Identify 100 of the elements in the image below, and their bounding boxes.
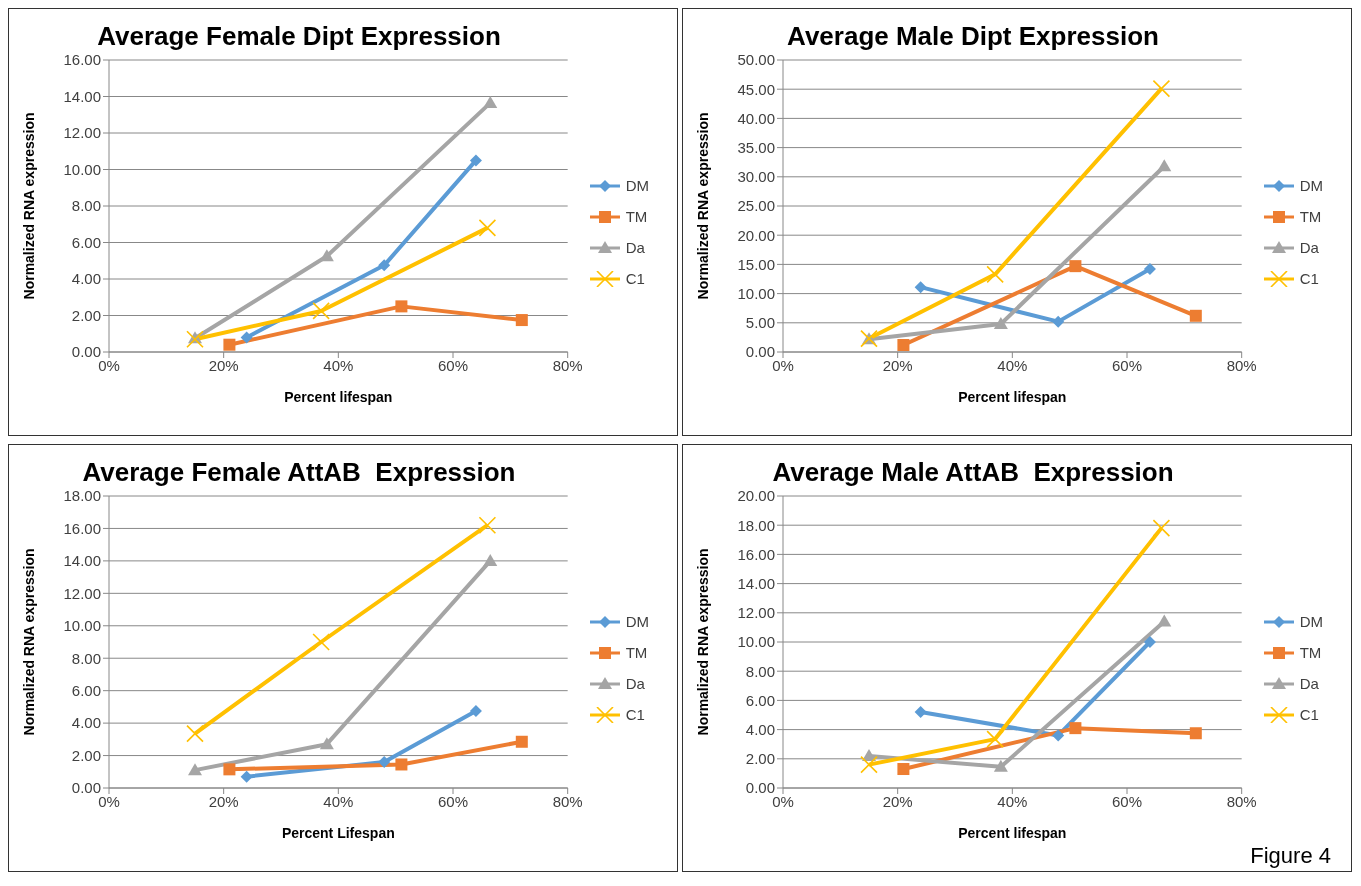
x-tick-label: 0% <box>98 356 120 374</box>
legend-label: Da <box>625 239 645 256</box>
y-tick-label: 4.00 <box>71 270 101 288</box>
point <box>1157 614 1172 627</box>
point <box>1143 263 1156 276</box>
y-tick-label: 12.00 <box>737 604 775 622</box>
point <box>395 758 408 771</box>
point <box>483 95 498 108</box>
y-tick-label: 12.00 <box>63 124 101 142</box>
y-tick-label: 0.00 <box>745 343 775 361</box>
y-tick-label: 40.00 <box>737 109 775 127</box>
legend-label: TM <box>625 644 648 661</box>
y-tick-label: 6.00 <box>71 233 101 251</box>
point <box>312 302 330 320</box>
x-axis-title: Percent lifespan <box>958 389 1067 405</box>
point <box>914 281 927 294</box>
y-tick-label: 6.00 <box>71 681 101 699</box>
legend-label: Da <box>1299 239 1319 256</box>
y-axis-title: Normalized RNA expression <box>694 112 711 300</box>
y-axis-title: Normalized RNA expression <box>20 112 37 300</box>
point <box>378 259 391 272</box>
point <box>1152 79 1171 98</box>
legend-label: C1 <box>625 706 645 723</box>
point <box>515 735 528 748</box>
point <box>1052 315 1065 328</box>
point <box>993 759 1008 772</box>
x-axis-title: Percent lifespan <box>958 825 1067 841</box>
y-tick-label: 16.00 <box>63 51 101 69</box>
y-tick-label: 50.00 <box>737 51 775 69</box>
legend-label: Da <box>625 675 645 692</box>
y-tick-label: 4.00 <box>745 720 775 738</box>
x-tick-label: 20% <box>208 356 239 374</box>
point <box>240 770 253 783</box>
caption: Figure 4 <box>1250 843 1331 869</box>
y-tick-label: 0.00 <box>71 779 101 797</box>
legend-label: TM <box>1299 208 1322 225</box>
x-tick-label: 40% <box>997 356 1028 374</box>
y-tick-label: 14.00 <box>63 87 101 105</box>
x-tick-label: 40% <box>323 792 354 810</box>
point <box>223 338 236 351</box>
point <box>1069 722 1082 735</box>
x-tick-label: 80% <box>1226 356 1257 374</box>
x-tick-label: 20% <box>882 792 913 810</box>
point <box>478 516 497 534</box>
y-tick-label: 2.00 <box>745 750 775 768</box>
chart-title: Average Female Dipt Expression <box>96 21 502 52</box>
legend-label: DM <box>1299 177 1323 194</box>
point <box>188 763 202 776</box>
x-tick-label: 80% <box>552 356 583 374</box>
point <box>897 763 910 776</box>
y-tick-label: 18.00 <box>63 487 101 505</box>
y-tick-label: 10.00 <box>737 633 775 651</box>
x-tick-label: 60% <box>437 792 469 810</box>
point <box>1152 519 1171 537</box>
y-tick-label: 5.00 <box>745 314 775 332</box>
x-tick-label: 20% <box>208 792 239 810</box>
x-tick-label: 0% <box>772 356 794 374</box>
point <box>1143 636 1156 648</box>
legend-label: DM <box>625 177 649 194</box>
x-tick-label: 60% <box>1111 792 1143 810</box>
y-tick-label: 14.00 <box>737 574 775 592</box>
legend-label: Da <box>1299 675 1319 692</box>
legend-label: DM <box>625 613 649 630</box>
y-axis-title: Normalized RNA expression <box>694 548 711 736</box>
point <box>1052 729 1065 742</box>
y-tick-label: 20.00 <box>737 226 775 244</box>
y-tick-label: 12.00 <box>63 584 101 602</box>
point <box>860 755 878 774</box>
y-tick-label: 8.00 <box>71 649 101 667</box>
y-axis-title: Normalized RNA expression <box>20 548 37 736</box>
point <box>1189 309 1202 322</box>
x-tick-label: 0% <box>98 792 120 810</box>
point <box>986 730 1004 748</box>
point <box>914 706 927 719</box>
legend-label: TM <box>625 208 648 225</box>
point <box>378 756 391 769</box>
point <box>478 219 497 237</box>
y-tick-label: 2.00 <box>71 306 101 324</box>
point <box>186 330 204 349</box>
y-tick-label: 25.00 <box>737 197 775 215</box>
y-tick-label: 16.00 <box>63 519 101 537</box>
point <box>223 763 236 776</box>
y-tick-label: 8.00 <box>71 197 101 215</box>
legend-label: C1 <box>625 270 645 287</box>
point <box>1069 260 1082 273</box>
point <box>186 724 204 743</box>
legend-label: TM <box>1299 644 1322 661</box>
y-tick-label: 0.00 <box>71 343 101 361</box>
point <box>986 265 1004 284</box>
point <box>897 338 910 351</box>
point <box>483 553 498 566</box>
point <box>469 704 482 717</box>
y-tick-label: 0.00 <box>745 779 775 797</box>
y-tick-label: 20.00 <box>737 487 775 505</box>
chart-title: Average Male Dipt Expression <box>786 21 1160 52</box>
y-tick-label: 8.00 <box>745 662 775 680</box>
y-tick-label: 10.00 <box>63 617 101 635</box>
legend-label: C1 <box>1299 270 1319 287</box>
x-tick-label: 60% <box>437 356 469 374</box>
y-tick-label: 14.00 <box>63 552 101 570</box>
